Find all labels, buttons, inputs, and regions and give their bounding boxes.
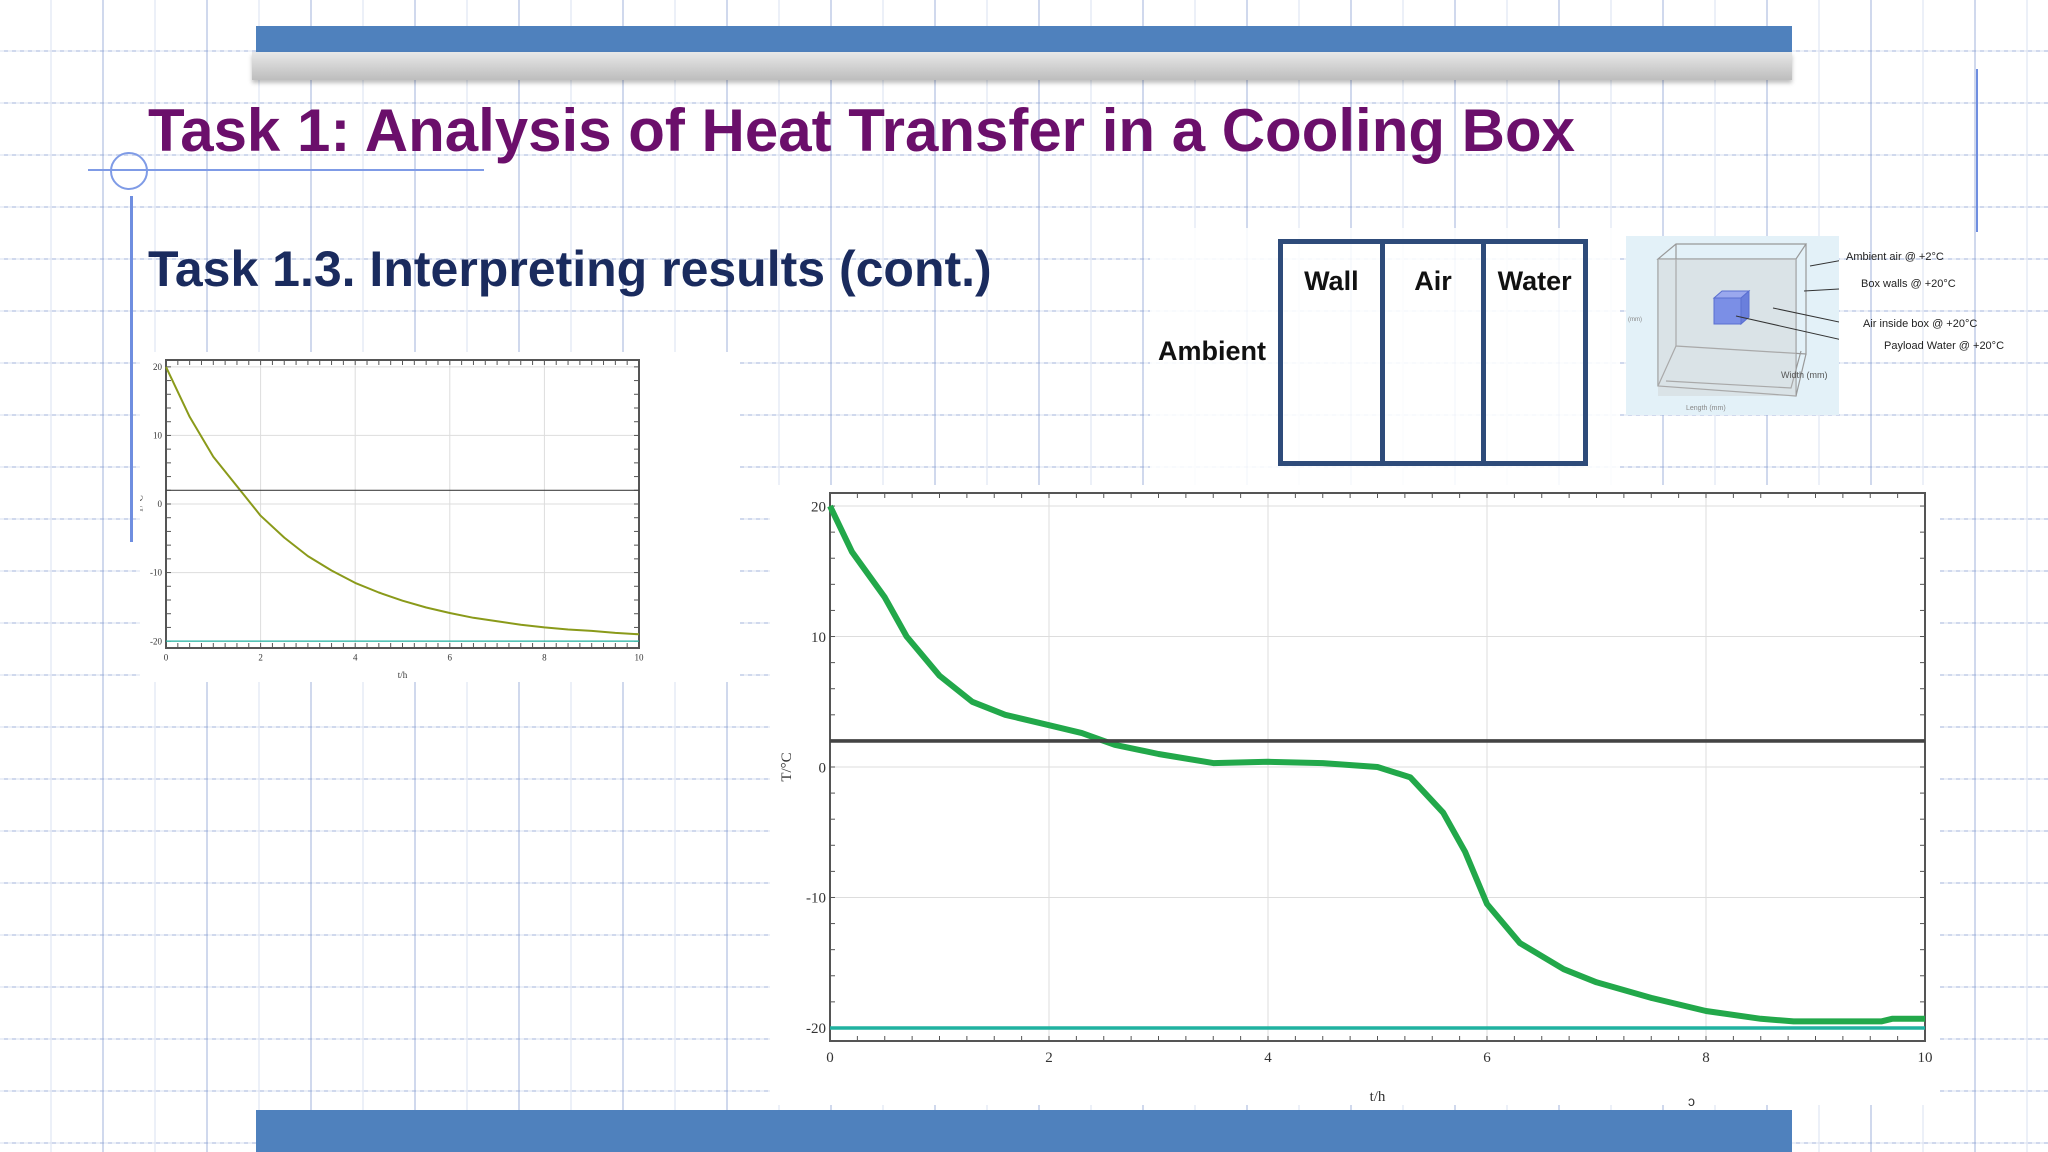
x-tick-label: 4 <box>1264 1050 1272 1066</box>
y-tick-label: 10 <box>811 630 826 646</box>
slide-title: Task 1: Analysis of Heat Transfer in a C… <box>148 97 1576 164</box>
crosshair-decor-icon <box>110 152 148 190</box>
height-axis-label: (mm) <box>1628 317 1642 323</box>
right-decor-line <box>1976 69 1978 232</box>
label-box-walls: Box walls @ +20°C <box>1861 278 1956 290</box>
ambient-label: Ambient <box>1158 336 1266 366</box>
x-tick-label: 2 <box>1045 1050 1053 1066</box>
y-tick-label: 20 <box>811 499 826 515</box>
label-payload-water: Payload Water @ +20°C <box>1884 340 2005 352</box>
y-tick-label: -20 <box>806 1021 826 1037</box>
x-tick-label: 0 <box>164 653 169 663</box>
title-underline-decor <box>88 169 484 171</box>
bottom-accent-bar <box>256 1110 1792 1152</box>
slide-subtitle: Task 1.3. Interpreting results (cont.) <box>148 241 992 297</box>
chart-svg: 0 2 4 6 8 10 -20 -10 0 10 20 t/h T/°C <box>135 359 645 680</box>
y-tick-label: -10 <box>150 568 162 578</box>
label-ambient-air: Ambient air @ +2°C <box>1846 251 1944 263</box>
y-tick-label: -20 <box>150 636 162 646</box>
cooling-box-3d-figure: Length (mm) Width (mm) (mm) <box>1626 236 1879 415</box>
x-tick-label: 6 <box>448 653 453 663</box>
temperature-curve <box>165 366 640 636</box>
plot-frame <box>165 359 640 649</box>
y-tick-label: 0 <box>158 499 163 509</box>
y-tick-label: 20 <box>153 362 163 372</box>
x-tick-label: 8 <box>1702 1050 1710 1066</box>
layer-diagram: Wall Air Water <box>1278 239 1588 466</box>
temperature-curve <box>827 504 1925 1025</box>
x-axis-label: t/h <box>398 670 408 680</box>
x-axis-label: t/h <box>1370 1089 1386 1105</box>
x-tick-label: 6 <box>1483 1050 1491 1066</box>
layer-water: Water <box>1497 266 1572 296</box>
top-accent-bar <box>256 26 1792 52</box>
x-tick-label: 10 <box>1918 1050 1933 1066</box>
label-air-inside: Air inside box @ +20°C <box>1863 318 1978 330</box>
plot-frame <box>829 492 1926 1042</box>
width-axis-label: Width (mm) <box>1781 370 1828 380</box>
y-tick-label: 10 <box>153 431 163 441</box>
small-temperature-chart: 0 2 4 6 8 10 -20 -10 0 10 20 t/h T/°C <box>135 352 740 682</box>
left-decor-line <box>130 196 133 542</box>
top-shade-bar <box>252 52 1792 80</box>
page-mark-icon: ↄ <box>1688 1093 1695 1109</box>
layer-diagram-background <box>1150 228 1620 490</box>
x-tick-label: 10 <box>635 653 645 663</box>
box-3d-drawing: Length (mm) Width (mm) (mm) <box>1628 243 1879 412</box>
y-tick-label: -10 <box>806 891 826 907</box>
chart-svg: 0 2 4 6 8 10 -20 -10 0 10 20 t/h T/°C <box>779 492 1933 1105</box>
y-axis-label: T/°C <box>140 495 145 513</box>
x-tick-label: 2 <box>258 653 263 663</box>
x-tick-label: 0 <box>826 1050 834 1066</box>
layer-wall: Wall <box>1283 244 1385 461</box>
large-temperature-chart: 0 2 4 6 8 10 -20 -10 0 10 20 t/h T/°C <box>770 485 1940 1105</box>
layer-air: Air <box>1385 244 1487 461</box>
x-tick-label: 8 <box>542 653 547 663</box>
y-axis-label: T/°C <box>779 752 795 781</box>
length-axis-label: Length (mm) <box>1686 405 1726 412</box>
x-tick-label: 4 <box>353 653 358 663</box>
y-tick-label: 0 <box>819 760 827 776</box>
